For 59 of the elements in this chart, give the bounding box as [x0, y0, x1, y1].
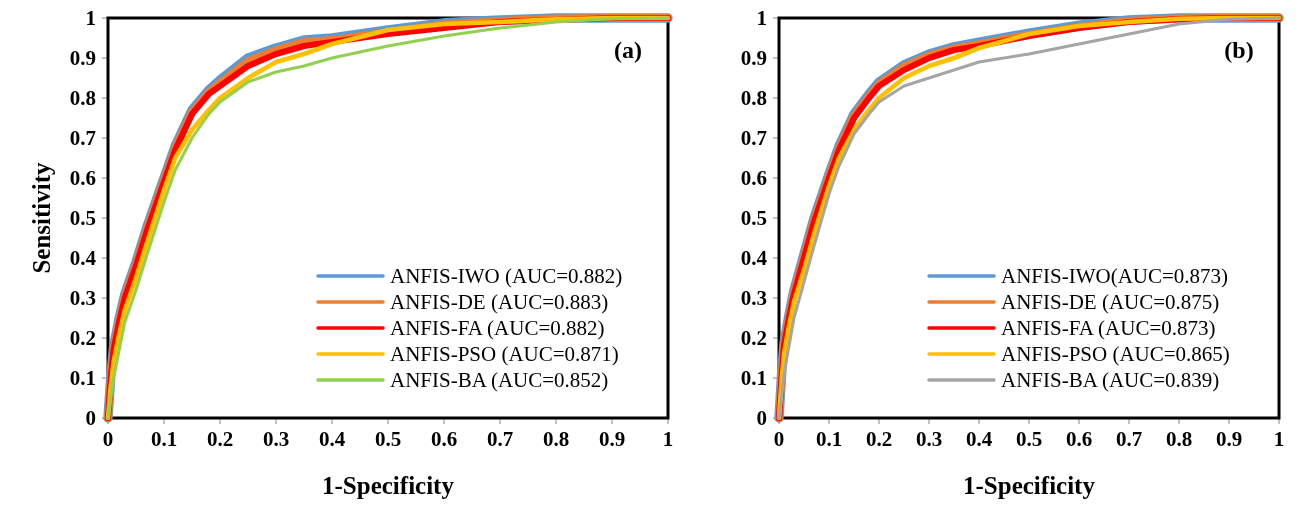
- x-tick-label: 0.4: [318, 427, 346, 451]
- x-tick-label: 1: [1273, 427, 1285, 451]
- y-tick-label: 0.4: [740, 246, 768, 270]
- x-tick-label: 0: [773, 427, 785, 451]
- y-tick-label: 0.5: [69, 206, 96, 230]
- legend-label: ANFIS-IWO (AUC=0.882): [390, 264, 623, 288]
- x-tick-label: 0.7: [486, 427, 514, 451]
- x-tick-label: 0.2: [206, 427, 234, 451]
- x-tick-label: 0.9: [598, 427, 626, 451]
- legend-label: ANFIS-DE (AUC=0.883): [390, 290, 609, 314]
- x-tick-label: 0.1: [150, 427, 178, 451]
- y-tick-label: 0.7: [740, 126, 767, 150]
- y-tick-label: 0.1: [740, 366, 767, 390]
- x-tick-label: 0.8: [1165, 427, 1193, 451]
- legend-label: ANFIS-BA (AUC=0.852): [390, 368, 609, 392]
- y-tick-label: 0.2: [69, 326, 96, 350]
- x-tick-label: 0.2: [865, 427, 893, 451]
- y-tick-label: 0.6: [69, 166, 96, 190]
- y-tick-label: 0.2: [740, 326, 767, 350]
- y-axis-title: Sensitivity: [28, 161, 55, 274]
- x-tick-label: 0.8: [542, 427, 570, 451]
- y-tick-label: 0: [85, 406, 96, 430]
- annotation: (b): [1224, 37, 1254, 63]
- y-tick-label: 0.3: [740, 286, 767, 310]
- legend-label: ANFIS-PSO (AUC=0.865): [1001, 342, 1230, 366]
- y-tick-label: 0: [756, 406, 767, 430]
- x-tick-label: 1: [662, 427, 674, 451]
- x-tick-label: 0.9: [1215, 427, 1243, 451]
- y-tick-label: 0.8: [69, 86, 96, 110]
- y-tick-label: 1: [85, 6, 96, 30]
- x-axis-title: 1-Specificity: [963, 472, 1096, 499]
- x-tick-label: 0.1: [815, 427, 843, 451]
- annotation: (a): [614, 37, 642, 63]
- legend-label: ANFIS-FA (AUC=0.882): [390, 316, 605, 340]
- x-tick-label: 0.7: [1115, 427, 1143, 451]
- legend-label: ANFIS-BA (AUC=0.839): [1001, 368, 1220, 392]
- legend-label: ANFIS-FA (AUC=0.873): [1001, 316, 1216, 340]
- y-tick-label: 0.9: [69, 46, 96, 70]
- x-tick-label: 0.5: [1015, 427, 1043, 451]
- x-tick-label: 0.6: [1065, 427, 1093, 451]
- x-tick-label: 0.6: [430, 427, 458, 451]
- x-tick-label: 0.3: [915, 427, 943, 451]
- y-tick-label: 0.9: [740, 46, 767, 70]
- y-tick-label: 1: [756, 6, 767, 30]
- y-tick-label: 0.7: [69, 126, 96, 150]
- y-tick-label: 0.6: [740, 166, 767, 190]
- legend-label: ANFIS-IWO(AUC=0.873): [1001, 264, 1229, 288]
- legend-label: ANFIS-PSO (AUC=0.871): [390, 342, 619, 366]
- y-tick-label: 0.4: [69, 246, 97, 270]
- x-tick-label: 0.3: [262, 427, 290, 451]
- y-tick-label: 0.1: [69, 366, 96, 390]
- x-tick-label: 0.4: [965, 427, 993, 451]
- y-tick-label: 0.5: [740, 206, 767, 230]
- x-tick-label: 0.5: [374, 427, 402, 451]
- y-tick-label: 0.8: [740, 86, 767, 110]
- legend-label: ANFIS-DE (AUC=0.875): [1001, 290, 1220, 314]
- y-tick-label: 0.3: [69, 286, 96, 310]
- x-axis-title: 1-Specificity: [322, 472, 455, 499]
- x-tick-label: 0: [102, 427, 114, 451]
